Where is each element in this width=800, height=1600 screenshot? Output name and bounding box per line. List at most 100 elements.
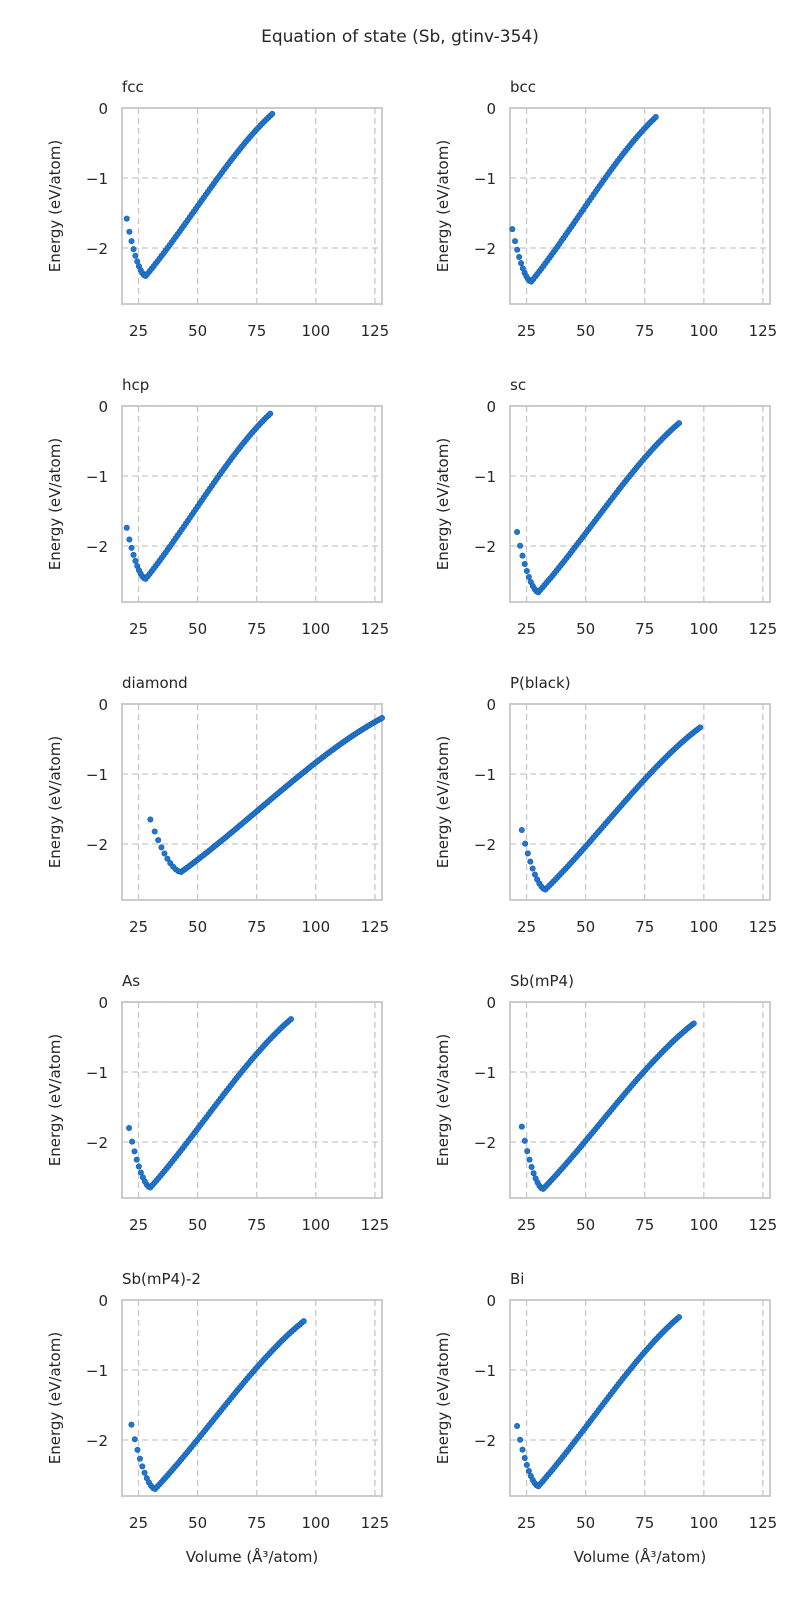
data-point — [130, 246, 137, 253]
y-tick-label: −1 — [474, 170, 496, 188]
data-point — [523, 568, 530, 575]
x-tick-label: 25 — [129, 1514, 148, 1532]
y-axis-label: Energy (eV/atom) — [46, 438, 64, 570]
data-point — [130, 551, 137, 558]
x-tick-label: 100 — [301, 620, 330, 638]
data-point — [155, 837, 162, 844]
x-tick-label: 125 — [749, 620, 778, 638]
data-point — [528, 1163, 535, 1170]
x-tick-label: 125 — [361, 1514, 390, 1532]
x-tick-label: 50 — [576, 1514, 595, 1532]
data-point — [269, 110, 276, 117]
data-point — [652, 114, 659, 121]
y-axis-label: Energy (eV/atom) — [434, 736, 452, 868]
x-tick-label: 25 — [517, 1216, 536, 1234]
y-tick-label: 0 — [486, 100, 496, 118]
y-axis-label: Energy (eV/atom) — [46, 1332, 64, 1464]
y-axis-label: Energy (eV/atom) — [46, 736, 64, 868]
x-tick-label: 25 — [129, 620, 148, 638]
subplot-sc: 25 50 75 100 125 0 −1 −2 sc Energy (eV/atom) — [434, 376, 777, 638]
data-point — [529, 865, 536, 872]
data-point — [128, 1421, 135, 1428]
x-tick-label: 50 — [188, 322, 207, 340]
x-tick-label: 50 — [188, 1514, 207, 1532]
x-tick-label: 125 — [361, 918, 390, 936]
data-point — [378, 714, 385, 721]
data-point — [517, 1436, 524, 1443]
subplot-title: fcc — [122, 78, 144, 96]
x-tick-label: 75 — [635, 620, 654, 638]
data-point — [161, 850, 168, 857]
subplot-sb-mp4-2: 25 50 75 100 125 0 −1 −2 Sb(mP4)-2 Energy (eV/ato… — [46, 1270, 389, 1566]
x-axis-label: Volume (Å³/atom) — [574, 1547, 706, 1566]
y-tick-label: 0 — [486, 994, 496, 1012]
data-point — [129, 1138, 136, 1145]
y-tick-label: −2 — [474, 240, 496, 258]
data-point — [524, 850, 531, 857]
y-tick-label: −2 — [86, 836, 108, 854]
data-point — [137, 1169, 144, 1176]
data-point — [514, 528, 521, 535]
data-point — [525, 1467, 532, 1474]
x-tick-label: 125 — [749, 918, 778, 936]
x-tick-label: 100 — [301, 1216, 330, 1234]
y-tick-label: −1 — [86, 1064, 108, 1082]
data-point — [123, 524, 130, 531]
y-axis-label: Energy (eV/atom) — [46, 1034, 64, 1166]
y-tick-label: −1 — [474, 766, 496, 784]
data-point — [128, 238, 135, 245]
data-point — [518, 260, 525, 267]
plot-frame — [509, 107, 771, 305]
plot-frame — [121, 107, 383, 305]
data-point — [525, 573, 532, 580]
x-tick-label: 50 — [188, 918, 207, 936]
y-tick-label: −1 — [86, 170, 108, 188]
plot-frame — [121, 703, 383, 901]
subplot-as: 25 50 75 100 125 0 −1 −2 As Energy (eV/atom) — [46, 972, 389, 1234]
plot-frame — [509, 405, 771, 603]
data-point — [690, 1020, 697, 1027]
y-tick-label: 0 — [98, 1292, 108, 1310]
subplot-title: As — [122, 972, 140, 990]
x-tick-label: 125 — [361, 322, 390, 340]
subplot-title: P(black) — [510, 674, 571, 692]
data-point — [134, 1446, 141, 1453]
plot-frame — [509, 1299, 771, 1497]
data-point — [517, 542, 524, 549]
data-point — [131, 1148, 138, 1155]
data-point — [514, 1423, 521, 1430]
x-tick-label: 25 — [129, 918, 148, 936]
y-tick-label: 0 — [98, 994, 108, 1012]
data-point — [133, 1156, 140, 1163]
y-axis-label: Energy (eV/atom) — [434, 1034, 452, 1166]
x-tick-label: 50 — [188, 1216, 207, 1234]
y-tick-label: −2 — [474, 538, 496, 556]
data-point — [527, 858, 534, 865]
x-tick-label: 25 — [129, 322, 148, 340]
data-point — [521, 1454, 528, 1461]
x-tick-label: 125 — [749, 1514, 778, 1532]
data-point — [135, 1163, 142, 1170]
data-point — [516, 253, 523, 260]
x-tick-label: 50 — [576, 322, 595, 340]
data-point — [524, 1148, 531, 1155]
x-tick-label: 25 — [517, 1514, 536, 1532]
x-tick-label: 50 — [576, 1216, 595, 1234]
x-tick-label: 50 — [576, 918, 595, 936]
data-point — [128, 544, 135, 551]
subplot-title: Bi — [510, 1270, 524, 1288]
y-tick-label: −1 — [86, 468, 108, 486]
subplot-title: sc — [510, 376, 526, 394]
data-point — [164, 855, 171, 862]
y-tick-label: −2 — [474, 1432, 496, 1450]
y-tick-label: −2 — [474, 1134, 496, 1152]
y-tick-label: −1 — [86, 1362, 108, 1380]
subplot-p-black-: 25 50 75 100 125 0 −1 −2 P(black) Energy (eV/atom… — [434, 674, 777, 936]
subplot-bcc: 25 50 75 100 125 0 −1 −2 bcc Energy (eV/atom) — [434, 78, 777, 340]
data-point — [126, 536, 133, 543]
y-axis-label: Energy (eV/atom) — [46, 140, 64, 272]
data-point — [158, 844, 165, 851]
data-point — [530, 1170, 537, 1177]
y-axis-label: Energy (eV/atom) — [434, 140, 452, 272]
